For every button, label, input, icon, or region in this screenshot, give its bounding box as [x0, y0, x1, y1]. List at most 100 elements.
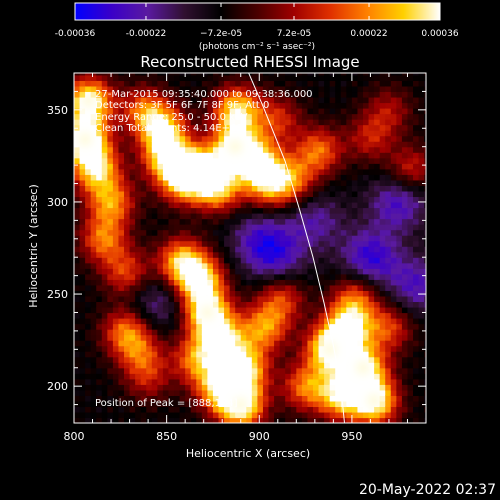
heatmap-cell — [162, 301, 170, 308]
heatmap-cell — [135, 395, 142, 402]
heatmap-cell — [351, 152, 359, 159]
heatmap-cell — [157, 362, 164, 369]
heatmap-cell — [390, 284, 397, 291]
heatmap-cell — [396, 290, 403, 297]
heatmap-cell — [385, 279, 392, 286]
heatmap-cell — [274, 146, 281, 153]
heatmap-cell — [240, 395, 247, 402]
heatmap-cell — [257, 378, 264, 385]
heatmap-cell — [385, 207, 392, 214]
heatmap-cell — [340, 318, 347, 325]
heatmap-cell — [196, 318, 203, 325]
heatmap-cell — [90, 119, 97, 126]
heatmap-cell — [168, 257, 175, 264]
heatmap-cell — [135, 174, 142, 181]
heatmap-cell — [229, 229, 236, 236]
heatmap-cell — [401, 85, 409, 93]
heatmap-cell — [218, 73, 225, 76]
heatmap-cell — [407, 251, 414, 258]
heatmap-cell — [424, 168, 426, 175]
heatmap-cell — [74, 273, 81, 280]
heatmap-cell — [118, 124, 125, 131]
heatmap-cell — [135, 85, 142, 93]
heatmap-cell — [401, 306, 409, 314]
heatmap-cell — [413, 207, 420, 214]
heatmap-cell — [262, 179, 270, 186]
heatmap-cell — [190, 246, 197, 253]
heatmap-cell — [274, 340, 281, 347]
heatmap-cell — [407, 108, 414, 115]
heatmap-cell — [312, 262, 320, 269]
heatmap-cell — [379, 318, 386, 325]
heatmap-cell — [135, 213, 142, 220]
heatmap-cell — [224, 73, 231, 76]
heatmap-cell — [357, 102, 364, 109]
heatmap-cell — [413, 146, 420, 153]
heatmap-cell — [285, 85, 292, 93]
heatmap-cell — [224, 406, 231, 413]
heatmap-cell — [363, 146, 370, 153]
heatmap-cell — [168, 246, 175, 253]
heatmap-cell — [274, 229, 281, 236]
heatmap-cell — [168, 74, 175, 81]
heatmap-cell — [324, 301, 331, 308]
heatmap-cell — [396, 262, 403, 269]
heatmap-cell — [185, 279, 192, 286]
heatmap-cell — [129, 367, 136, 374]
heatmap-cell — [74, 362, 81, 369]
heatmap-cell — [179, 306, 186, 314]
heatmap-cell — [118, 146, 125, 153]
heatmap-cell — [268, 113, 275, 120]
heatmap-cell — [285, 279, 292, 286]
heatmap-cell — [390, 218, 397, 225]
heatmap-cell — [312, 146, 320, 153]
heatmap-cell — [96, 146, 103, 153]
heatmap-cell — [262, 207, 270, 214]
heatmap-cell — [396, 74, 403, 81]
heatmap-cell — [174, 130, 181, 137]
heatmap-cell — [418, 411, 425, 419]
heatmap-cell — [335, 301, 342, 308]
heatmap-cell — [318, 356, 325, 363]
heatmap-cell — [79, 340, 86, 347]
heatmap-cell — [218, 340, 225, 347]
heatmap-cell — [140, 345, 147, 352]
heatmap-cell — [307, 257, 314, 264]
heatmap-cell — [224, 411, 231, 419]
heatmap-cell — [179, 400, 186, 408]
heatmap-cell — [179, 80, 186, 87]
heatmap-cell — [235, 85, 242, 93]
heatmap-cell — [363, 411, 370, 419]
heatmap-cell — [135, 152, 142, 159]
heatmap-cell — [285, 218, 292, 225]
heatmap-cell — [246, 356, 253, 363]
heatmap-cell — [363, 130, 370, 137]
heatmap-cell — [257, 130, 264, 137]
heatmap-cell — [413, 185, 420, 192]
heatmap-cell — [257, 235, 264, 242]
heatmap-cell — [418, 102, 425, 109]
heatmap-cell — [124, 218, 131, 225]
heatmap-cell — [340, 229, 347, 236]
heatmap-cell — [218, 345, 225, 352]
heatmap-cell — [107, 157, 114, 164]
heatmap-cell — [74, 306, 81, 314]
heatmap-cell — [140, 406, 147, 413]
heatmap-cell — [201, 400, 208, 408]
heatmap-cell — [207, 185, 214, 192]
heatmap-cell — [251, 201, 259, 209]
heatmap-cell — [257, 80, 264, 87]
heatmap-cell — [251, 323, 259, 330]
heatmap-cell — [151, 273, 158, 280]
heatmap-cell — [74, 340, 81, 347]
heatmap-cell — [124, 251, 131, 258]
heatmap-cell — [207, 356, 214, 363]
heatmap-cell — [179, 163, 186, 170]
heatmap-cell — [346, 119, 353, 126]
heatmap-cell — [351, 356, 359, 363]
annotation-total-counts: Clean Total counts: 4.14E+03 — [95, 123, 243, 134]
heatmap-cell — [212, 417, 220, 423]
heatmap-cell — [157, 417, 164, 423]
heatmap-cell — [112, 135, 120, 142]
heatmap-cell — [112, 411, 120, 419]
